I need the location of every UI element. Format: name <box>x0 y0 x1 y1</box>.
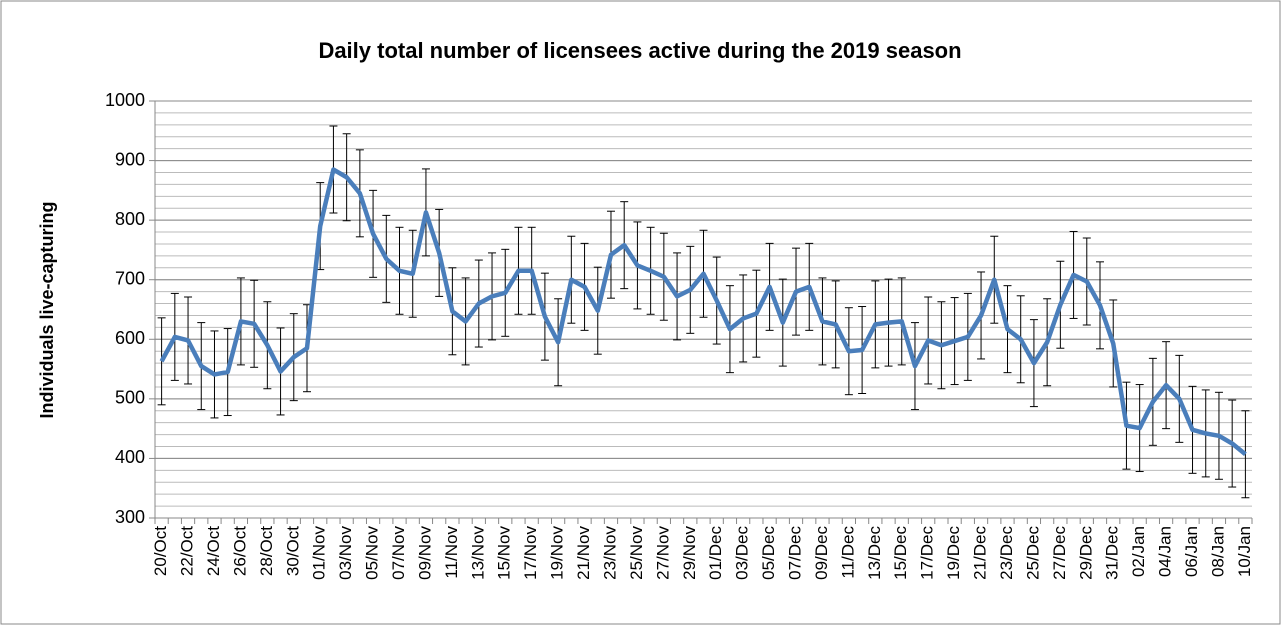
y-tick-label: 1000 <box>105 90 145 110</box>
x-tick-label: 25/Nov <box>627 526 646 580</box>
x-tick-label: 11/Dec <box>838 526 857 579</box>
x-tick-label: 22/Oct <box>178 526 197 576</box>
x-tick-label: 09/Dec <box>812 526 831 580</box>
y-tick-label: 500 <box>115 388 145 408</box>
x-tick-label: 27/Nov <box>653 526 672 580</box>
x-tick-label: 02/Jan <box>1129 526 1148 577</box>
x-tick-label: 21/Dec <box>971 526 990 580</box>
x-tick-label: 25/Dec <box>1023 526 1042 580</box>
x-tick-label: 19/Nov <box>548 526 567 580</box>
y-tick-label: 400 <box>115 447 145 467</box>
x-tick-label: 30/Oct <box>283 526 302 576</box>
x-tick-label: 15/Nov <box>495 526 514 580</box>
x-tick-label: 09/Nov <box>415 526 434 580</box>
series-line <box>159 167 1247 457</box>
x-tick-label: 28/Oct <box>257 526 276 576</box>
x-tick-label: 01/Nov <box>310 526 329 580</box>
x-tick-label: 23/Dec <box>997 526 1016 580</box>
x-tick-label: 19/Dec <box>944 526 963 580</box>
x-tick-label: 29/Nov <box>680 526 699 580</box>
x-tick-label: 13/Dec <box>865 526 884 580</box>
x-tick-label: 31/Dec <box>1103 526 1122 580</box>
x-tick-label: 07/Dec <box>786 526 805 580</box>
chart-title: Daily total number of licensees active d… <box>318 38 961 63</box>
y-tick-label: 700 <box>115 268 145 288</box>
x-tick-label: 03/Nov <box>336 526 355 580</box>
x-tick-label: 10/Jan <box>1235 526 1254 577</box>
x-tick-label: 08/Jan <box>1208 526 1227 577</box>
y-tick-label: 900 <box>115 149 145 169</box>
x-tick-label: 04/Jan <box>1156 526 1175 577</box>
x-tick-label: 06/Jan <box>1182 526 1201 577</box>
x-tick-label: 11/Nov <box>442 526 461 579</box>
x-tick-label: 15/Dec <box>891 526 910 580</box>
x-tick-label: 26/Oct <box>230 526 249 576</box>
x-tick-label: 17/Dec <box>918 526 937 580</box>
x-tick-label: 05/Nov <box>363 526 382 580</box>
x-tick-label: 29/Dec <box>1076 526 1095 580</box>
x-tick-label: 20/Oct <box>151 526 170 576</box>
x-tick-label: 01/Dec <box>706 526 725 580</box>
y-axis-label: Individuals live-capturing <box>37 201 57 418</box>
y-tick-label: 300 <box>115 507 145 527</box>
x-tick-label: 03/Dec <box>733 526 752 580</box>
x-tick-label: 24/Oct <box>204 526 223 576</box>
x-tick-label: 27/Dec <box>1050 526 1069 580</box>
x-tick-label: 17/Nov <box>521 526 540 580</box>
x-tick-label: 07/Nov <box>389 526 408 580</box>
y-tick-label: 800 <box>115 209 145 229</box>
y-tick-label: 600 <box>115 328 145 348</box>
x-tick-label: 13/Nov <box>468 526 487 580</box>
x-tick-label: 05/Dec <box>759 526 778 580</box>
x-tick-label: 23/Nov <box>600 526 619 580</box>
x-tick-label: 21/Nov <box>574 526 593 580</box>
